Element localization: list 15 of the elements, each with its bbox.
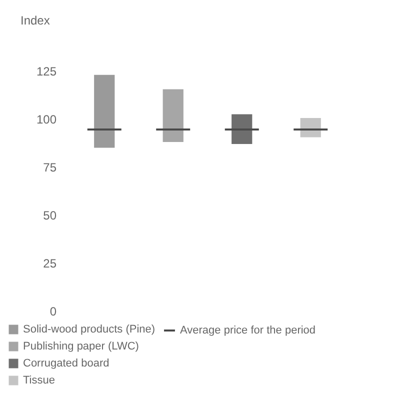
y-tick-label: 75 (43, 160, 57, 174)
legend-label: Tissue (23, 374, 55, 386)
bar (162, 89, 184, 142)
y-tick-label: 100 (36, 112, 57, 126)
bar (94, 74, 115, 148)
y-tick-label: 125 (36, 64, 57, 78)
legend-label: Solid-wood products (Pine) (23, 324, 156, 336)
bar (232, 114, 252, 144)
y-tick-label: 25 (43, 256, 57, 270)
y-tick-label: 0 (50, 304, 57, 318)
legend-label: Publishing paper (LWC) (23, 340, 139, 352)
legend-label: Average price for the period (180, 324, 316, 336)
y-axis-title: Index (20, 14, 50, 28)
legend-label: Corrugated board (23, 358, 110, 370)
y-tick-label: 50 (43, 208, 57, 222)
